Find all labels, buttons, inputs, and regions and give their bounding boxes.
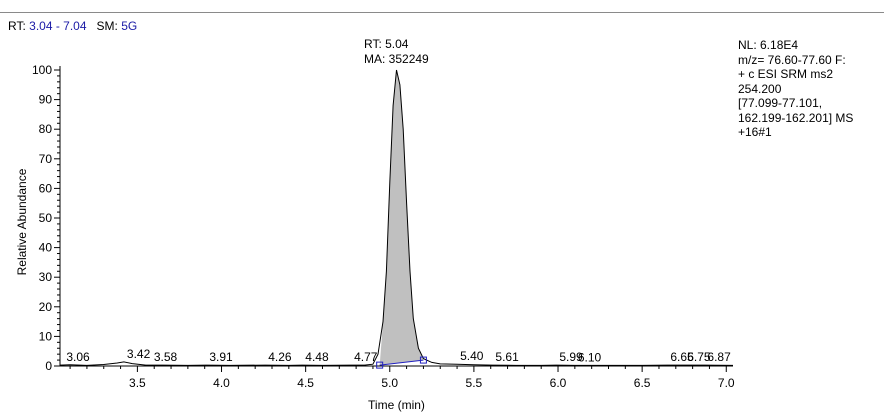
y-tick-label: 60 bbox=[39, 181, 53, 195]
x-tick-label: 7.0 bbox=[718, 376, 735, 390]
chromatogram-trace bbox=[59, 69, 734, 366]
chart-labels: 0 10 20 30 40 50 60 70 80 90 100 3.5 4.0 4.5 5.0 5.5 6.0… bbox=[15, 63, 735, 412]
integration-baseline bbox=[379, 359, 424, 366]
x-axis-title: Time (min) bbox=[368, 398, 425, 412]
y-tick-label: 80 bbox=[39, 122, 53, 136]
sm-value: 5G bbox=[121, 19, 138, 33]
peak-label: 4.48 bbox=[305, 350, 329, 364]
peak-label: 4.26 bbox=[268, 350, 292, 364]
window-top-border bbox=[0, 0, 884, 13]
peak-label: 3.06 bbox=[66, 350, 90, 364]
peak-label: 6.65 bbox=[670, 350, 694, 364]
y-tick-label: 20 bbox=[39, 300, 53, 314]
peak-label: 6.10 bbox=[578, 350, 602, 364]
sm-label: SM: bbox=[96, 19, 118, 33]
y-tick-label: 70 bbox=[39, 152, 53, 166]
x-tick-label: 5.0 bbox=[381, 376, 398, 390]
peak-label: 6.75 bbox=[687, 350, 711, 364]
peak-ma-label: MA: 352249 bbox=[364, 52, 429, 66]
x-tick-label: 3.5 bbox=[129, 376, 146, 390]
x-tick-label: 5.5 bbox=[466, 376, 483, 390]
chart-marks bbox=[59, 69, 734, 369]
x-tick-label: 6.5 bbox=[634, 376, 651, 390]
x-tick-label: 4.5 bbox=[297, 376, 314, 390]
peak-annotation: RT: 5.04 MA: 352249 bbox=[364, 37, 429, 67]
peak-label: 3.42 bbox=[127, 347, 151, 361]
peak-label: 4.77 bbox=[354, 350, 378, 364]
rt-label: RT: bbox=[8, 19, 26, 33]
y-tick-label: 10 bbox=[39, 329, 53, 343]
baseline-start-marker bbox=[376, 361, 384, 369]
peak-rt-label: RT: 5.04 bbox=[364, 37, 409, 51]
peak-area-fill bbox=[379, 70, 424, 366]
peak-label: 6.87 bbox=[707, 350, 731, 364]
y-tick-label: 90 bbox=[39, 93, 53, 107]
x-tick-label: 4.0 bbox=[213, 376, 230, 390]
peak-label: 5.40 bbox=[460, 349, 484, 363]
y-tick-label: 100 bbox=[32, 63, 52, 77]
peak-label: 5.61 bbox=[495, 350, 519, 364]
y-tick-label: 40 bbox=[39, 241, 53, 255]
rt-range-value: 3.04 - 7.04 bbox=[29, 19, 87, 33]
scan-info-panel: NL: 6.18E4 m/z= 76.60-77.60 F: + c ESI S… bbox=[738, 38, 854, 139]
peak-label: 5.99 bbox=[559, 350, 583, 364]
header-line: RT: 3.04 - 7.04 SM: 5G bbox=[8, 19, 137, 33]
y-axis-title: Relative Abundance bbox=[15, 168, 29, 275]
y-tick-label: 30 bbox=[39, 270, 53, 284]
x-tick-label: 6.0 bbox=[550, 376, 567, 390]
peak-label: 3.91 bbox=[209, 350, 233, 364]
peak-label: 3.58 bbox=[154, 350, 178, 364]
y-tick-label: 0 bbox=[45, 359, 52, 373]
y-tick-label: 50 bbox=[39, 211, 53, 225]
baseline-end-marker bbox=[419, 356, 427, 364]
chart-axes bbox=[54, 66, 733, 372]
